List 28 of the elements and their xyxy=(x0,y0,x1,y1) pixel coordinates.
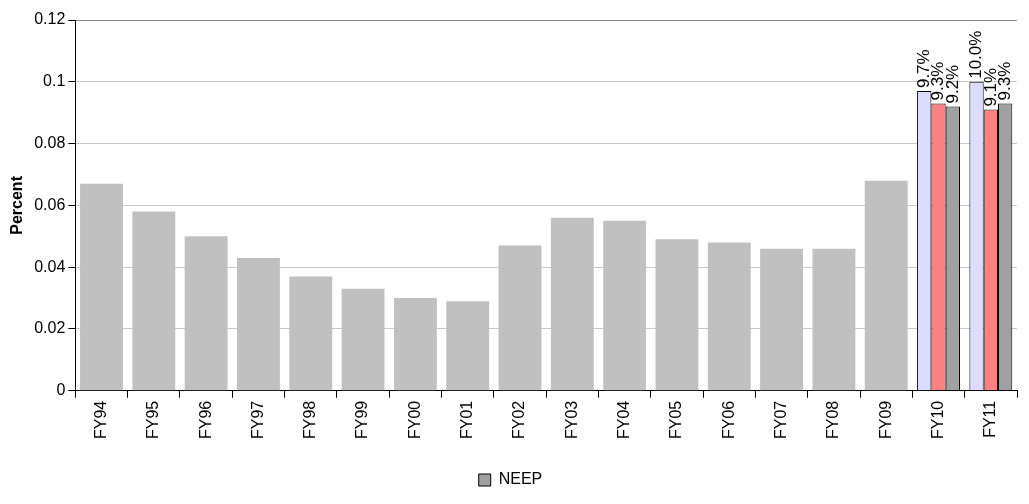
y-tick-label: 0.12 xyxy=(34,10,66,28)
y-tick-label: 0.02 xyxy=(34,319,66,337)
y-tick-label: 0.04 xyxy=(34,257,66,275)
x-tick-label: FY98 xyxy=(301,400,319,440)
x-tick-label: FY01 xyxy=(458,400,476,440)
y-axis-title: Percent xyxy=(8,175,26,235)
x-tick-label: FY11 xyxy=(981,400,999,438)
x-tick-label: FY08 xyxy=(824,400,842,440)
y-tick-label: 0.08 xyxy=(34,133,66,151)
x-tick-label: FY95 xyxy=(144,400,162,440)
x-tick-label: FY06 xyxy=(719,400,737,440)
x-tick-label: FY03 xyxy=(562,400,580,440)
x-tick-label: FY97 xyxy=(248,400,266,440)
y-tick-label: 0.06 xyxy=(34,195,66,213)
x-tick-label: FY96 xyxy=(196,400,214,440)
x-tick-label: FY09 xyxy=(876,400,894,440)
x-tick-label: FY07 xyxy=(771,400,789,440)
x-tick-label: FY94 xyxy=(91,400,109,440)
x-tick-label: FY00 xyxy=(405,400,423,440)
x-tick-label: FY05 xyxy=(667,400,685,440)
x-tick-label: FY10 xyxy=(928,400,946,440)
y-tick-label: 0.1 xyxy=(43,72,66,90)
x-tick-label: FY99 xyxy=(353,400,371,440)
legend-label: NEEP xyxy=(498,470,543,488)
x-tick-label: FY04 xyxy=(615,400,633,440)
y-tick-label: 0 xyxy=(56,381,66,399)
data-label: 9.2% xyxy=(942,64,962,104)
x-tick-label: FY02 xyxy=(510,400,528,440)
